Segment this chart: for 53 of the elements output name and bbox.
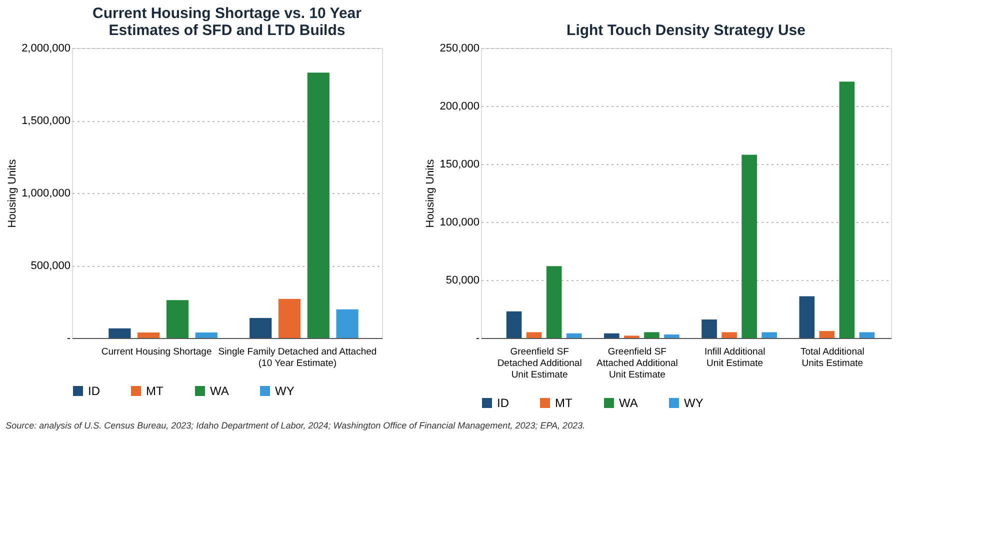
- y-tick-label: -: [476, 332, 480, 344]
- chart-title: Current Housing Shortage vs. 10 Year Estimates of SFD and LTD Builds: [92, 5, 362, 39]
- legend-label: WY: [275, 384, 294, 398]
- y-tick-label: 100,000: [440, 216, 480, 228]
- legend-label: WA: [210, 384, 229, 398]
- bar: [108, 328, 131, 338]
- x-tick-label: Total Additional Units Estimate: [800, 346, 864, 369]
- bar: [566, 333, 582, 338]
- bar: [839, 82, 855, 338]
- bar: [506, 311, 522, 338]
- y-tick-label: 1,500,000: [22, 115, 70, 127]
- bar: [644, 332, 660, 338]
- bar: [722, 332, 737, 338]
- x-tick-label: Greenfield SF Detached Additional Unit Estimate: [497, 346, 582, 380]
- y-tick-label: 50,000: [446, 274, 480, 286]
- chart-title: Light Touch Density Strategy Use: [566, 22, 806, 39]
- legend-label: ID: [88, 384, 100, 398]
- y-tick-label: 2,000,000: [22, 42, 70, 54]
- legend-label: WY: [684, 396, 704, 410]
- legend-label: MT: [146, 384, 164, 398]
- bar: [195, 332, 218, 338]
- y-tick-label: 200,000: [440, 100, 480, 112]
- bar: [278, 298, 301, 338]
- y-axis-title: Housing Units: [6, 158, 19, 228]
- bar: [819, 331, 835, 338]
- x-tick-label: Infill Additional Unit Estimate: [704, 346, 766, 369]
- bar: [762, 332, 778, 338]
- bar: [799, 296, 815, 338]
- legend-label: WA: [619, 396, 638, 410]
- legend-label: MT: [555, 396, 573, 410]
- bar: [138, 332, 160, 338]
- x-tick-label: Single Family Detached and Attached (10 Year Estimate): [218, 346, 377, 369]
- x-tick-label: Greenfield SF Attached Additional Unit Estimate: [596, 346, 678, 380]
- bar: [250, 318, 272, 338]
- bar: [742, 154, 757, 338]
- y-tick-label: 1,000,000: [22, 188, 70, 200]
- bar: [604, 333, 620, 338]
- bar: [859, 332, 875, 338]
- bar: [166, 300, 189, 338]
- bar: [526, 332, 542, 338]
- bar: [307, 72, 330, 338]
- bar: [546, 266, 562, 338]
- y-tick-label: 250,000: [440, 42, 480, 54]
- x-tick-label: Current Housing Shortage: [101, 346, 212, 358]
- bar: [702, 319, 717, 338]
- y-tick-label: -: [66, 332, 71, 344]
- legend-label: ID: [497, 396, 510, 410]
- source-note: Source: analysis of U.S. Census Bureau, 2023; Idaho Department of Labor, 2024; Washington Office of Financial Management, 2023; EPA, 2023.: [6, 420, 586, 430]
- bar: [336, 309, 358, 338]
- y-tick-label: 150,000: [440, 158, 480, 170]
- bar: [664, 334, 680, 338]
- y-axis-title: Housing Units: [424, 158, 437, 228]
- y-tick-label: 500,000: [30, 260, 70, 272]
